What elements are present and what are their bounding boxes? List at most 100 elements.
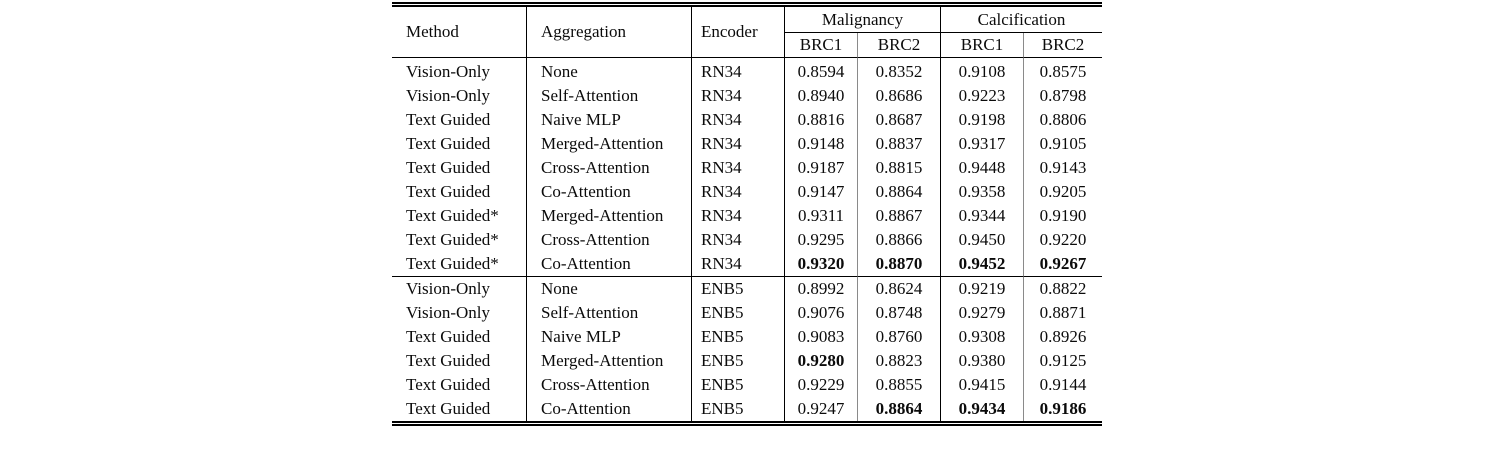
cell-value-malignancy-brc2: 0.8866 <box>857 228 940 252</box>
table-row: Text Guided* Cross-Attention RN34 0.9295… <box>392 228 1102 252</box>
results-table: Method Aggregation Encoder Malignancy Ca… <box>392 2 1103 426</box>
table-row: Text Guided Naive MLP ENB5 0.9083 0.8760… <box>392 325 1102 349</box>
cell-encoder: RN34 <box>692 108 785 132</box>
cell-value-calcification-brc1: 0.9219 <box>940 276 1024 301</box>
table-row: Vision-Only Self-Attention RN34 0.8940 0… <box>392 84 1102 108</box>
cell-value-malignancy-brc2: 0.8687 <box>857 108 940 132</box>
cell-aggregation: Cross-Attention <box>527 228 692 252</box>
cell-value-malignancy-brc2: 0.8760 <box>857 325 940 349</box>
cell-value-calcification-brc1: 0.9317 <box>940 132 1023 156</box>
cell-value-calcification-brc2: 0.9205 <box>1023 180 1102 204</box>
col-header-aggregation: Aggregation <box>527 7 692 58</box>
cell-value-malignancy-brc1: 0.9247 <box>797 399 845 418</box>
cell-value-malignancy-brc2: 0.8864 <box>857 397 940 421</box>
cell-encoder: RN34 <box>692 204 785 228</box>
subcol-header-calcification-brc2: BRC2 <box>1023 33 1103 58</box>
cell-value-calcification-brc1: 0.9380 <box>940 349 1023 373</box>
cell-method: Text Guided* <box>392 228 527 252</box>
cell-value-malignancy-brc1: 0.8940 <box>797 86 845 105</box>
cell-value-malignancy-brc2: 0.8748 <box>857 301 940 325</box>
cell-value-calcification-brc1: 0.9279 <box>940 301 1023 325</box>
results-table-container: Method Aggregation Encoder Malignancy Ca… <box>392 2 1103 426</box>
cell-aggregation: Self-Attention <box>527 84 692 108</box>
cell-value-malignancy-brc2: 0.8867 <box>857 204 940 228</box>
cell-encoder: RN34 <box>692 58 785 84</box>
cell-value-malignancy-brc1: 0.8816 <box>797 110 845 129</box>
cell-encoder: ENB5 <box>692 397 785 421</box>
cell-aggregation: Co-Attention <box>527 180 692 204</box>
cell-value-malignancy-brc2: 0.8837 <box>857 132 940 156</box>
cell-encoder: RN34 <box>692 228 785 252</box>
cell-aggregation: Cross-Attention <box>527 156 692 180</box>
cell-method: Text Guided* <box>392 204 527 228</box>
cell-value-malignancy-brc1: 0.9076 <box>797 303 845 322</box>
cell-aggregation: Naive MLP <box>527 108 692 132</box>
cell-value-calcification-brc2: 0.8575 <box>1023 58 1102 84</box>
cell-encoder: ENB5 <box>692 373 785 397</box>
cell-value-malignancy-brc1: 0.9148 <box>797 134 845 153</box>
table-row: Text Guided Merged-Attention ENB5 0.9280… <box>392 349 1102 373</box>
cell-method: Text Guided <box>392 132 527 156</box>
cell-value-malignancy-brc2: 0.8352 <box>857 58 940 84</box>
table-row: Text Guided Co-Attention RN34 0.9147 0.8… <box>392 180 1102 204</box>
cell-value-calcification-brc2: 0.9125 <box>1023 349 1102 373</box>
table-header: Method Aggregation Encoder Malignancy Ca… <box>392 7 1103 58</box>
cell-value-calcification-brc1: 0.9448 <box>940 156 1023 180</box>
cell-encoder: RN34 <box>692 156 785 180</box>
table-row: Vision-Only None RN34 0.8594 0.8352 0.91… <box>392 58 1102 84</box>
cell-value-malignancy-brc2: 0.8870 <box>857 252 940 276</box>
table-row: Vision-Only None ENB5 0.8992 0.8624 0.92… <box>392 276 1103 301</box>
cell-value-calcification-brc2: 0.8798 <box>1023 84 1102 108</box>
cell-value-calcification-brc2: 0.8926 <box>1023 325 1102 349</box>
cell-method: Vision-Only <box>392 58 527 84</box>
table-row: Text Guided Naive MLP RN34 0.8816 0.8687… <box>392 108 1102 132</box>
table-row: Text Guided* Co-Attention RN34 0.9320 0.… <box>392 252 1102 276</box>
cell-value-calcification-brc2: 0.9186 <box>1023 397 1102 421</box>
header-row-subcols: BRC1 BRC2 BRC1 BRC2 <box>392 33 1103 58</box>
cell-value-calcification-brc1: 0.9450 <box>940 228 1023 252</box>
cell-value-malignancy-brc1: 0.9311 <box>797 206 845 225</box>
cell-value-calcification-brc1: 0.9358 <box>940 180 1023 204</box>
cell-method: Vision-Only <box>392 84 527 108</box>
cell-method: Text Guided <box>392 397 527 421</box>
table-row: Vision-Only Self-Attention ENB5 0.9076 0… <box>392 301 1102 325</box>
cell-value-calcification-brc2: 0.9105 <box>1023 132 1102 156</box>
cell-value-malignancy-brc1: 0.9187 <box>797 158 845 177</box>
cell-encoder: ENB5 <box>692 276 785 301</box>
col-header-method: Method <box>392 7 527 58</box>
cell-value-calcification-brc1: 0.9344 <box>940 204 1023 228</box>
cell-aggregation: Self-Attention <box>527 301 692 325</box>
cell-encoder: RN34 <box>692 252 785 276</box>
cell-value-malignancy-brc1: 0.9295 <box>797 230 845 249</box>
cell-value-calcification-brc2: 0.9220 <box>1023 228 1102 252</box>
cell-aggregation: Co-Attention <box>527 252 692 276</box>
table-row: Text Guided Cross-Attention ENB5 0.9229 … <box>392 373 1102 397</box>
cell-aggregation: None <box>527 58 692 84</box>
cell-value-calcification-brc1: 0.9223 <box>940 84 1023 108</box>
cell-value-calcification-brc1: 0.9452 <box>940 252 1023 276</box>
cell-encoder: ENB5 <box>692 349 785 373</box>
cell-method: Vision-Only <box>392 276 527 301</box>
table-row: Text Guided* Merged-Attention RN34 0.931… <box>392 204 1102 228</box>
cell-value-calcification-brc2: 0.9143 <box>1023 156 1102 180</box>
cell-encoder: RN34 <box>692 132 785 156</box>
cell-encoder: ENB5 <box>692 301 785 325</box>
cell-value-calcification-brc2: 0.9190 <box>1023 204 1102 228</box>
cell-value-calcification-brc2: 0.9144 <box>1023 373 1102 397</box>
cell-aggregation: Naive MLP <box>527 325 692 349</box>
cell-encoder: ENB5 <box>692 325 785 349</box>
cell-method: Text Guided <box>392 349 527 373</box>
cell-encoder: RN34 <box>692 180 785 204</box>
cell-method: Text Guided <box>392 373 527 397</box>
cell-value-malignancy-brc2: 0.8855 <box>857 373 940 397</box>
cell-aggregation: Merged-Attention <box>527 204 692 228</box>
cell-value-malignancy-brc1: 0.8594 <box>797 62 845 81</box>
cell-value-calcification-brc2: 0.8822 <box>1023 276 1103 301</box>
cell-aggregation: Merged-Attention <box>527 132 692 156</box>
cell-aggregation: Merged-Attention <box>527 349 692 373</box>
subcol-header-malignancy-brc2: BRC2 <box>857 33 941 58</box>
cell-value-malignancy-brc1: 0.9320 <box>797 254 845 273</box>
cell-value-calcification-brc1: 0.9415 <box>940 373 1023 397</box>
cell-encoder: RN34 <box>692 84 785 108</box>
table-row: Text Guided Co-Attention ENB5 0.9247 0.8… <box>392 397 1102 421</box>
